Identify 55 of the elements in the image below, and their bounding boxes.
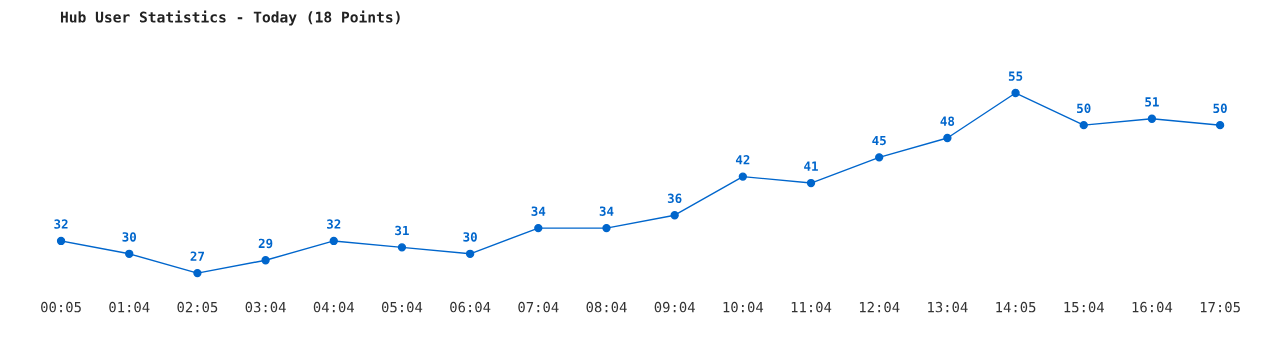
x-tick-label: 11:04 xyxy=(791,301,832,313)
x-tick-label: 06:04 xyxy=(450,301,491,313)
data-label: 36 xyxy=(667,193,682,204)
point xyxy=(465,249,475,258)
x-tick-label: 13:04 xyxy=(928,301,968,313)
point xyxy=(943,133,952,143)
point xyxy=(261,256,270,265)
point xyxy=(806,178,816,188)
chart-title: Hub User Statistics - Today (18 Points) xyxy=(60,10,400,26)
x-tick-label: 08:04 xyxy=(586,301,627,313)
x-tick-label: 15:04 xyxy=(1064,301,1104,313)
point xyxy=(1011,88,1020,98)
point xyxy=(329,236,338,246)
x-tick-label: 10:04 xyxy=(723,301,764,313)
x-tick-label: 01:04 xyxy=(109,301,150,313)
point xyxy=(1147,114,1157,123)
point xyxy=(193,268,202,278)
point xyxy=(1079,120,1088,130)
x-tick-label: 04:04 xyxy=(313,301,355,313)
data-label: 48 xyxy=(940,116,955,126)
x-tick-label: 02:05 xyxy=(177,301,218,313)
point xyxy=(602,223,611,233)
data-label: 29 xyxy=(258,238,273,249)
data-label: 30 xyxy=(122,232,137,242)
point xyxy=(1215,120,1225,130)
x-tick-label: 09:04 xyxy=(654,301,695,313)
data-label: 27 xyxy=(190,251,204,261)
data-label: 31 xyxy=(395,225,409,236)
data-label: 34 xyxy=(531,206,546,216)
x-tick-label: 05:04 xyxy=(381,301,423,313)
data-label: 50 xyxy=(1077,103,1091,114)
x-tick-label: 17:05 xyxy=(1200,301,1240,313)
x-tick-label: 03:04 xyxy=(245,301,286,313)
data-label: 42 xyxy=(735,155,750,165)
data-label: 45 xyxy=(872,135,886,146)
data-label: 55 xyxy=(1008,71,1023,81)
data-label: 51 xyxy=(1145,97,1159,107)
point xyxy=(125,249,134,258)
data-label: 50 xyxy=(1213,103,1227,114)
point xyxy=(534,223,543,233)
data-label: 32 xyxy=(54,219,68,229)
data-label: 41 xyxy=(804,161,818,171)
data-label: 34 xyxy=(599,206,614,216)
point xyxy=(397,243,407,252)
point xyxy=(670,211,679,220)
point xyxy=(738,172,748,181)
x-tick-label: 00:05 xyxy=(41,301,81,313)
x-tick-label: 14:05 xyxy=(996,301,1036,313)
data-label: 30 xyxy=(463,232,477,242)
x-tick-label: 12:04 xyxy=(859,301,900,313)
x-tick-label: 16:04 xyxy=(1132,301,1173,313)
point xyxy=(56,236,66,246)
data-label: 32 xyxy=(327,219,341,229)
x-tick-label: 07:04 xyxy=(518,301,559,313)
point xyxy=(875,153,884,162)
